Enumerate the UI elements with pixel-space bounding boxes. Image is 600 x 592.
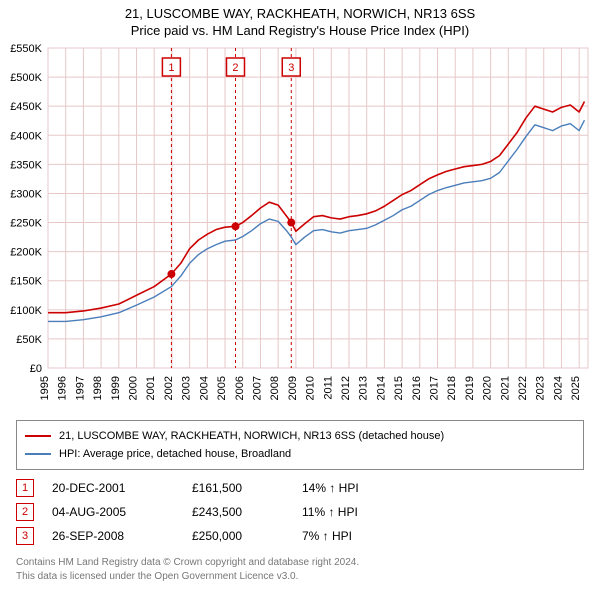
x-tick-label: 2025	[570, 376, 582, 400]
x-tick-label: 2008	[269, 376, 281, 400]
y-tick-label: £300K	[10, 188, 42, 200]
marker-price: £250,000	[192, 529, 302, 543]
x-tick-label: 2004	[198, 376, 210, 400]
x-tick-label: 2002	[163, 376, 175, 400]
x-tick-label: 2018	[446, 376, 458, 400]
x-tick-label: 2022	[517, 376, 529, 400]
page-root: 21, LUSCOMBE WAY, RACKHEATH, NORWICH, NR…	[0, 0, 600, 584]
y-tick-label: £350K	[10, 159, 42, 171]
x-tick-label: 2005	[216, 376, 228, 400]
x-tick-label: 2001	[145, 376, 157, 400]
legend-label: HPI: Average price, detached house, Broa…	[59, 448, 291, 460]
chart-titles: 21, LUSCOMBE WAY, RACKHEATH, NORWICH, NR…	[0, 0, 600, 42]
marker-row: 1 20-DEC-2001£161,50014% ↑ HPI	[16, 476, 584, 500]
x-tick-label: 2020	[482, 376, 494, 400]
chart-title-main: 21, LUSCOMBE WAY, RACKHEATH, NORWICH, NR…	[0, 6, 600, 21]
x-tick-label: 2012	[340, 376, 352, 400]
y-tick-label: £250K	[10, 218, 42, 230]
marker-pct: 14% ↑ HPI	[302, 481, 402, 495]
event-marker-number: 1	[168, 62, 174, 74]
marker-number-box: 3	[16, 527, 34, 545]
footer-attribution: Contains HM Land Registry data © Crown c…	[16, 556, 584, 584]
legend-swatch	[25, 435, 51, 437]
y-tick-label: £550K	[10, 43, 42, 55]
chart-title-sub: Price paid vs. HM Land Registry's House …	[0, 23, 600, 38]
x-tick-label: 2013	[358, 376, 370, 400]
legend-swatch	[25, 453, 51, 455]
legend-item: 21, LUSCOMBE WAY, RACKHEATH, NORWICH, NR…	[25, 427, 575, 445]
marker-date: 04-AUG-2005	[52, 505, 192, 519]
x-tick-label: 1995	[39, 376, 51, 400]
legend-item: HPI: Average price, detached house, Broa…	[25, 445, 575, 463]
x-tick-label: 2009	[287, 376, 299, 400]
y-tick-label: £150K	[10, 276, 42, 288]
x-tick-label: 2024	[552, 376, 564, 400]
x-tick-label: 1998	[92, 376, 104, 400]
y-tick-label: £450K	[10, 101, 42, 113]
y-tick-label: £50K	[16, 334, 42, 346]
marker-pct: 7% ↑ HPI	[302, 529, 402, 543]
legend-label: 21, LUSCOMBE WAY, RACKHEATH, NORWICH, NR…	[59, 430, 444, 442]
markers-table: 1 20-DEC-2001£161,50014% ↑ HPI 2 04-AUG-200…	[16, 476, 584, 548]
y-tick-label: £500K	[10, 72, 42, 84]
x-tick-label: 2019	[464, 376, 476, 400]
marker-row: 2 04-AUG-2005£243,50011% ↑ HPI	[16, 500, 584, 524]
x-tick-label: 2007	[251, 376, 263, 400]
x-tick-label: 2016	[411, 376, 423, 400]
x-tick-label: 1996	[57, 376, 69, 400]
x-tick-label: 2015	[393, 376, 405, 400]
event-marker-number: 3	[288, 62, 294, 74]
legend: 21, LUSCOMBE WAY, RACKHEATH, NORWICH, NR…	[16, 420, 584, 470]
marker-number-box: 1	[16, 479, 34, 497]
x-tick-label: 2006	[234, 376, 246, 400]
footer-line-1: Contains HM Land Registry data © Crown c…	[16, 556, 584, 570]
marker-date: 20-DEC-2001	[52, 481, 192, 495]
marker-price: £161,500	[192, 481, 302, 495]
x-tick-label: 2014	[375, 376, 387, 400]
x-tick-label: 2000	[128, 376, 140, 400]
x-tick-label: 2023	[535, 376, 547, 400]
marker-pct: 11% ↑ HPI	[302, 505, 402, 519]
footer-line-2: This data is licensed under the Open Gov…	[16, 570, 584, 584]
chart-area: £0 £50K £100K £150K £200K £250K £300K £350K £400…	[0, 42, 600, 412]
y-tick-label: £400K	[10, 130, 42, 142]
y-tick-label: £100K	[10, 305, 42, 317]
x-tick-label: 2010	[305, 376, 317, 400]
x-tick-label: 2011	[322, 376, 334, 400]
marker-price: £243,500	[192, 505, 302, 519]
x-tick-label: 1997	[74, 376, 86, 400]
y-tick-label: £0	[30, 363, 42, 375]
x-tick-label: 1999	[110, 376, 122, 400]
x-tick-label: 2021	[499, 376, 511, 400]
y-tick-label: £200K	[10, 247, 42, 259]
x-tick-label: 2017	[429, 376, 441, 400]
marker-row: 3 26-SEP-2008£250,0007% ↑ HPI	[16, 524, 584, 548]
marker-date: 26-SEP-2008	[52, 529, 192, 543]
event-marker-number: 2	[232, 62, 238, 74]
x-tick-label: 2003	[181, 376, 193, 400]
marker-number-box: 2	[16, 503, 34, 521]
